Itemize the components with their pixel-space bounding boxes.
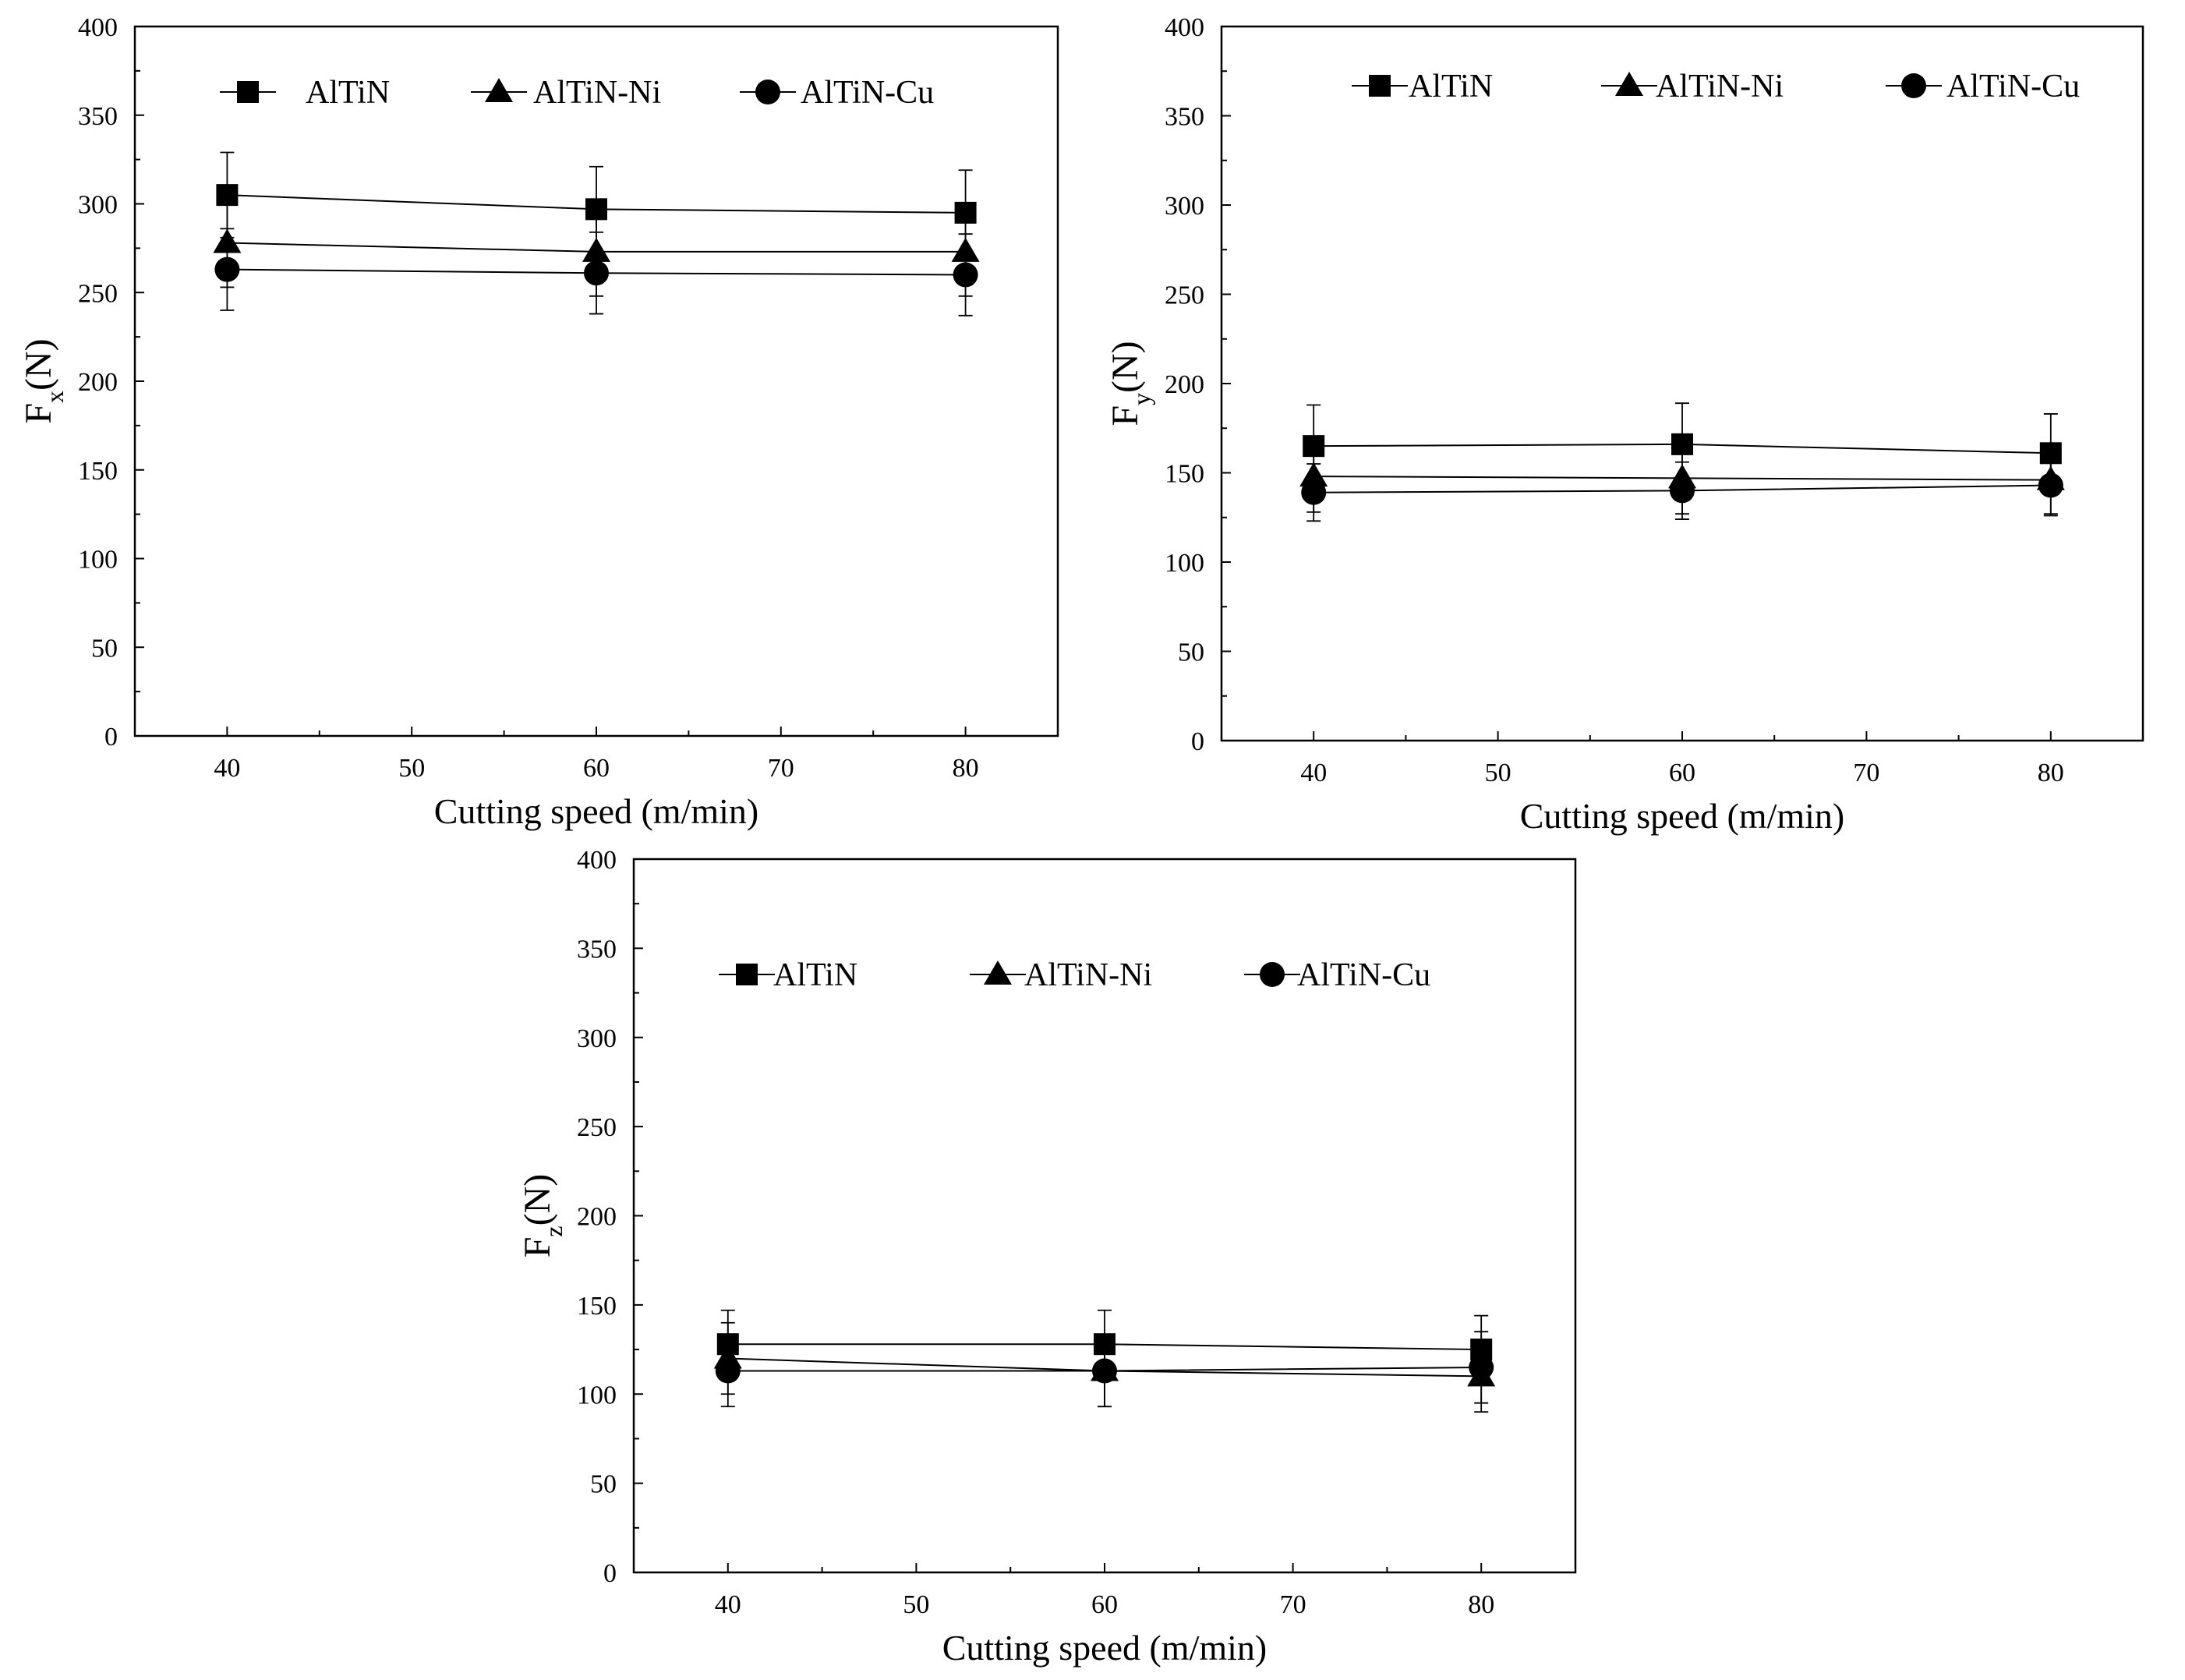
y-axis-title: Fy(N) xyxy=(1105,341,1155,426)
y-tick-label: 50 xyxy=(1178,638,1204,667)
y-tick-label: 200 xyxy=(577,1203,617,1232)
y-tick-label: 100 xyxy=(577,1381,617,1409)
y-tick-label: 150 xyxy=(577,1292,617,1321)
y-tick-label: 400 xyxy=(1165,13,1204,42)
x-tick-label: 60 xyxy=(1669,759,1695,787)
y-tick-label: 250 xyxy=(577,1113,617,1142)
legend-label: AlTiN xyxy=(306,75,390,111)
y-tick-label: 400 xyxy=(78,13,118,42)
legend-marker xyxy=(736,964,758,985)
legend-label: AlTiN-Ni xyxy=(533,75,661,111)
y-axis-title-subscript: x xyxy=(41,391,69,403)
x-tick-label: 80 xyxy=(2038,759,2064,787)
plot-frame xyxy=(133,25,1059,737)
y-tick-label: 300 xyxy=(577,1024,617,1053)
y-tick-label: 50 xyxy=(590,1470,617,1499)
y-tick-label: 0 xyxy=(1191,727,1204,756)
data-point xyxy=(715,1358,741,1384)
plot-frame xyxy=(1220,25,2144,742)
x-tick-label: 70 xyxy=(1280,1590,1306,1619)
y-axis-title: Fx(N) xyxy=(18,338,69,423)
legend-marker xyxy=(1901,73,1926,98)
legend-marker xyxy=(1369,75,1391,97)
chart-panel-1: 0 50 100 150 200 250 300 350 400 40 50 60 70 80 Cuttin… xyxy=(18,13,1059,831)
y-axis-title-symbol: F xyxy=(18,403,59,424)
legend-label: AlTiN-Cu xyxy=(801,75,934,111)
y-tick-label: 100 xyxy=(78,546,118,575)
legend-marker xyxy=(485,78,513,102)
data-point xyxy=(1670,478,1695,504)
data-point xyxy=(1469,1354,1494,1380)
y-tick-label: 50 xyxy=(91,634,118,663)
legend-label: AlTiN-Ni xyxy=(1024,957,1152,993)
legend-label: AlTiN-Cu xyxy=(1297,957,1430,993)
x-tick-label: 80 xyxy=(953,754,979,783)
y-axis-title-unit: (N) xyxy=(517,1174,558,1226)
x-axis-title: Cutting speed (m/min) xyxy=(942,1628,1268,1668)
x-tick-label: 40 xyxy=(214,754,240,783)
legend: AlTiN AlTiN-Ni AlTiN-Cu xyxy=(719,957,1430,993)
legend-label: AlTiN xyxy=(773,957,857,993)
y-tick-label: 150 xyxy=(78,457,118,486)
y-tick-label: 350 xyxy=(1165,103,1204,132)
x-tick-label: 60 xyxy=(583,754,610,783)
data-point xyxy=(584,260,609,286)
y-tick-label: 250 xyxy=(78,279,118,308)
legend-marker xyxy=(984,960,1012,985)
x-tick-label: 80 xyxy=(1468,1590,1494,1619)
legend-marker xyxy=(237,81,259,103)
x-tick-label: 70 xyxy=(768,754,794,783)
y-tick-label: 200 xyxy=(78,368,118,397)
y-tick-label: 0 xyxy=(104,723,118,752)
legend-label: AlTiN-Cu xyxy=(1946,69,2080,104)
y-tick-label: 100 xyxy=(1165,549,1204,578)
y-axis-title-subscript: z xyxy=(539,1226,567,1236)
y-axis-title-subscript: y xyxy=(1127,393,1155,405)
series-altin-cu xyxy=(715,1331,1494,1408)
legend-label: AlTiN xyxy=(1409,69,1493,104)
data-point xyxy=(2038,472,2063,498)
y-tick-label: 300 xyxy=(1165,192,1204,221)
x-axis-title: Cutting speed (m/min) xyxy=(1520,796,1845,836)
y-tick-label: 150 xyxy=(1165,460,1204,489)
y-tick-label: 350 xyxy=(577,935,617,964)
series-altin-cu xyxy=(1301,455,2063,522)
y-axis-title-symbol: F xyxy=(1105,405,1146,426)
legend-marker xyxy=(1615,72,1643,96)
data-point xyxy=(1092,1358,1117,1384)
y-axis-title-unit: (N) xyxy=(18,338,59,391)
legend-marker xyxy=(1260,962,1285,987)
y-tick-label: 300 xyxy=(78,191,118,220)
y-tick-label: 350 xyxy=(78,102,118,131)
x-tick-label: 70 xyxy=(1853,759,1879,787)
series-altin-cu xyxy=(214,228,978,317)
x-tick-label: 50 xyxy=(1485,759,1511,787)
data-point xyxy=(214,256,240,282)
legend: AlTiN AlTiN-Ni AlTiN-Cu xyxy=(220,75,934,111)
x-tick-label: 50 xyxy=(903,1590,929,1619)
x-tick-label: 40 xyxy=(715,1590,741,1619)
legend-marker xyxy=(755,80,780,104)
data-point xyxy=(953,262,978,288)
chart-panel-3: 0 50 100 150 200 250 300 350 400 40 50 60 70 80 Cuttin… xyxy=(517,846,1577,1668)
x-tick-label: 50 xyxy=(398,754,425,783)
y-tick-label: 400 xyxy=(577,846,617,875)
legend: AlTiN AlTiN-Ni AlTiN-Cu xyxy=(1352,69,2080,104)
y-tick-label: 0 xyxy=(603,1559,617,1588)
x-tick-label: 60 xyxy=(1091,1590,1118,1619)
y-tick-label: 200 xyxy=(1165,370,1204,399)
x-tick-label: 40 xyxy=(1300,759,1327,787)
chart-panel-2: 0 50 100 150 200 250 300 350 400 40 50 60 70 80 Cuttin… xyxy=(1105,13,2144,836)
data-point xyxy=(1301,479,1327,505)
y-axis-title-symbol: F xyxy=(517,1237,558,1258)
y-axis-title-unit: (N) xyxy=(1105,341,1146,393)
y-tick-label: 250 xyxy=(1165,281,1204,310)
x-axis-title: Cutting speed (m/min) xyxy=(434,791,759,831)
y-axis-title: Fz(N) xyxy=(517,1174,567,1258)
legend-label: AlTiN-Ni xyxy=(1656,69,1784,104)
